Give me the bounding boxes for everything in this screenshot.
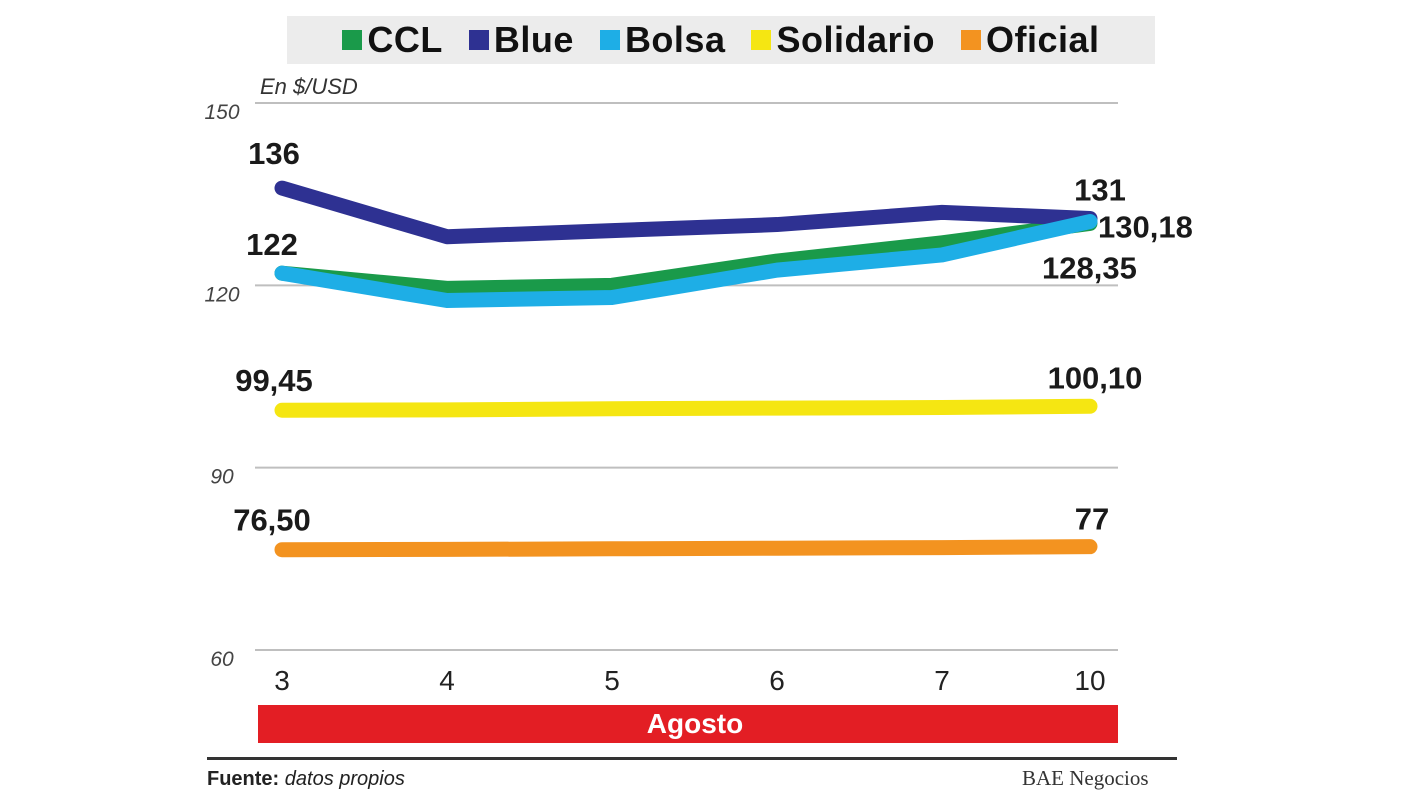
legend-item-bolsa: Bolsa (599, 19, 726, 61)
data-label: 77 (1075, 502, 1109, 537)
legend-label: Blue (493, 19, 574, 60)
data-label: 76,50 (233, 503, 311, 538)
x-group-label: Agosto (647, 708, 743, 739)
x-group-band: Agosto (258, 705, 1118, 743)
x-tick-label: 3 (274, 665, 290, 696)
legend-label: Bolsa (624, 19, 726, 60)
footer-rule (207, 757, 1177, 760)
x-tick-label: 7 (934, 665, 950, 696)
x-tick-label: 10 (1074, 665, 1105, 696)
x-tick-label: 5 (604, 665, 620, 696)
unit-label: En $/USD (260, 74, 358, 99)
legend-swatch (599, 30, 620, 50)
series-line-bolsa (274, 214, 1098, 309)
legend-item-ccl: CCL (342, 19, 443, 61)
legend: CCL Blue Bolsa Solidario Oficial (287, 16, 1155, 64)
legend-item-oficial: Oficial (961, 19, 1100, 61)
series-line-solidario (274, 398, 1098, 418)
series-lines (274, 180, 1098, 558)
series-line-ccl (274, 215, 1098, 296)
x-group-band-bg (258, 705, 1118, 743)
x-axis-ticks: 3 4 5 6 7 10 (274, 665, 1105, 696)
legend-swatch (468, 30, 489, 50)
data-label: 100,10 (1048, 360, 1143, 395)
data-label: 122 (246, 227, 298, 262)
legend-swatch (751, 30, 772, 50)
legend-item-blue: Blue (468, 19, 574, 61)
x-tick-label: 6 (769, 665, 785, 696)
y-axis-ticks: 60 90 120 150 (204, 101, 239, 671)
source-note: Fuente: datos propios (207, 768, 405, 791)
gridlines (255, 102, 1118, 651)
data-label: 131 (1074, 172, 1126, 207)
y-tick-label: 60 (210, 648, 234, 671)
data-label: 99,45 (235, 363, 313, 398)
legend-label: CCL (367, 19, 443, 60)
series-line-oficial (274, 539, 1098, 558)
series-line-blue (274, 180, 1098, 245)
legend-label: Solidario (776, 19, 936, 60)
legend-swatch (961, 30, 982, 50)
data-label: 136 (248, 136, 300, 171)
data-label: 130,18 (1098, 209, 1193, 244)
y-tick-label: 120 (204, 283, 239, 306)
source-label: Fuente: (207, 768, 280, 790)
source-value: datos propios (284, 768, 405, 790)
y-tick-label: 90 (210, 466, 234, 489)
x-tick-label: 4 (439, 665, 455, 696)
y-tick-label: 150 (204, 101, 239, 124)
data-label: 128,35 (1042, 251, 1137, 286)
legend-item-solidario: Solidario (751, 19, 935, 61)
legend-swatch (342, 30, 363, 50)
credit: BAE Negocios (1022, 766, 1149, 790)
legend-label: Oficial (986, 19, 1100, 60)
